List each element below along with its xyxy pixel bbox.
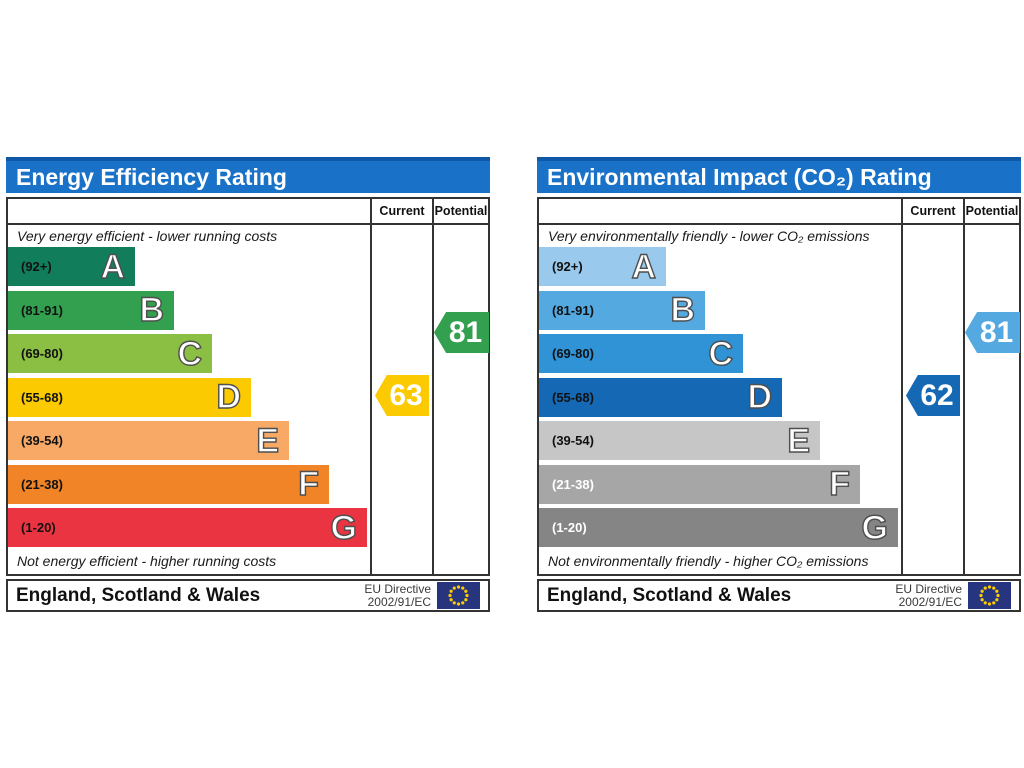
potential-rating-value: 81 [448, 315, 483, 349]
band-letter: B [670, 291, 696, 329]
potential-column-header: Potential [965, 204, 1019, 218]
current-rating-arrow: 62 [906, 375, 960, 416]
environmental-impact-chart: Environmental Impact (CO₂) Rating Curren… [537, 157, 1021, 612]
column-divider [901, 199, 903, 574]
band-e: (39-54) E [8, 421, 289, 460]
current-rating-value: 63 [389, 378, 423, 412]
band-range-label: (39-54) [21, 433, 63, 448]
chart-footer: England, Scotland & Wales EU Directive 2… [537, 579, 1021, 612]
band-range-label: (39-54) [552, 433, 594, 448]
band-range-label: (1-20) [21, 520, 56, 535]
band-b: (81-91) B [539, 290, 705, 330]
band-d: (55-68) D [539, 377, 782, 417]
chart-title: Environmental Impact (CO₂) Rating [547, 164, 932, 190]
band-c: (69-80) C [539, 334, 743, 373]
band-f: (21-38) F [539, 464, 860, 504]
chart-title: Energy Efficiency Rating [16, 164, 287, 190]
band-range-label: (1-20) [552, 520, 587, 535]
band-range-label: (92+) [21, 259, 52, 274]
band-g: (1-20) G [8, 508, 367, 547]
current-column-header: Current [379, 204, 425, 218]
band-letter: D [216, 378, 242, 416]
bottom-caption: Not energy efficient - higher running co… [17, 553, 277, 569]
band-range-label: (55-68) [552, 389, 594, 405]
potential-rating-value: 81 [979, 315, 1014, 349]
current-rating-arrow: 63 [375, 375, 429, 416]
energy-efficiency-chart: Energy Efficiency Rating Current Potenti… [6, 157, 490, 612]
column-divider [432, 199, 434, 574]
rating-bands: (92+) A (81-91) B (69-80) C (55-68) D (39-54) E (2… [539, 247, 898, 552]
potential-column-header: Potential [434, 204, 488, 218]
band-letter: G [861, 508, 889, 547]
band-a: (92+) A [539, 247, 666, 286]
column-divider [963, 199, 965, 574]
current-column-header: Current [910, 204, 956, 218]
band-letter: E [256, 421, 280, 460]
eu-directive-label: EU Directive 2002/91/EC [895, 582, 962, 609]
band-range-label: (21-38) [21, 476, 63, 492]
band-range-label: (55-68) [21, 389, 63, 405]
band-letter: A [631, 247, 657, 286]
band-e: (39-54) E [539, 421, 820, 460]
region-label: England, Scotland & Wales [547, 585, 792, 606]
top-caption: Very environmentally friendly - lower CO… [548, 228, 870, 244]
chart-title-bar: Energy Efficiency Rating [6, 157, 490, 193]
rating-bands: (92+) A (81-91) B (69-80) C (55-68) D (39-54) E (2… [8, 247, 367, 552]
band-letter: F [829, 465, 851, 503]
potential-rating-arrow: 81 [434, 312, 489, 353]
eu-flag-icon [437, 582, 480, 609]
bottom-caption: Not environmentally friendly - higher CO… [548, 553, 869, 569]
band-range-label: (81-91) [21, 302, 63, 318]
table-header-row: Current Potential [8, 199, 488, 225]
band-d: (55-68) D [8, 377, 251, 417]
chart-footer: England, Scotland & Wales EU Directive 2… [6, 579, 490, 612]
region-label: England, Scotland & Wales [16, 585, 261, 606]
band-f: (21-38) F [8, 464, 329, 504]
current-rating-value: 62 [920, 378, 954, 412]
rating-table: Current Potential Very environmentally f… [537, 197, 1021, 576]
band-range-label: (21-38) [552, 476, 594, 492]
band-letter: D [747, 378, 773, 416]
band-range-label: (81-91) [552, 302, 594, 318]
potential-rating-arrow: 81 [965, 312, 1020, 353]
band-b: (81-91) B [8, 290, 174, 330]
band-g: (1-20) G [539, 508, 898, 547]
band-letter: G [330, 508, 358, 547]
band-c: (69-80) C [8, 334, 212, 373]
band-letter: A [100, 247, 126, 286]
band-a: (92+) A [8, 247, 135, 286]
band-letter: E [787, 421, 811, 460]
column-divider [370, 199, 372, 574]
band-letter: C [708, 334, 734, 373]
band-letter: F [298, 465, 320, 503]
eu-flag-icon [968, 582, 1011, 609]
band-range-label: (92+) [552, 259, 583, 274]
chart-title-bar: Environmental Impact (CO₂) Rating [537, 157, 1021, 193]
eu-directive-label: EU Directive 2002/91/EC [364, 582, 431, 609]
table-header-row: Current Potential [539, 199, 1019, 225]
rating-table: Current Potential Very energy efficient … [6, 197, 490, 576]
band-letter: B [139, 291, 165, 329]
band-range-label: (69-80) [21, 346, 63, 361]
top-caption: Very energy efficient - lower running co… [17, 228, 278, 244]
band-range-label: (69-80) [552, 346, 594, 361]
band-letter: C [177, 334, 203, 373]
